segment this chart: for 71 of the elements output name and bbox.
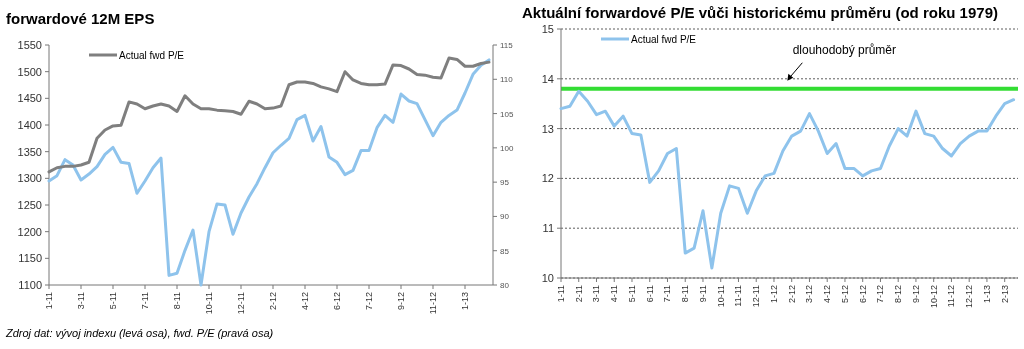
x-tick-label: 2-11 <box>573 285 584 303</box>
y-tick-label: 15 <box>541 23 554 35</box>
y2-tick-label: 100 <box>500 143 514 153</box>
x-tick-label: 9-11 <box>697 285 708 303</box>
text: Zdroj dat: vývoj indexu (levá osa), fwd. P/E (pravá osa) <box>5 327 274 339</box>
x-tick-label: 4-12 <box>300 292 310 311</box>
x-tick-label: 4-11 <box>609 285 620 303</box>
chart-title: forwardové 12M EPS <box>6 10 155 27</box>
legend-label: Actual fwd P/E <box>631 34 697 45</box>
x-tick-label: 5-11 <box>108 292 118 310</box>
y-tick-label: 1350 <box>17 145 42 158</box>
x-tick-label: 12-12 <box>964 285 975 309</box>
x-tick-label: 11-12 <box>428 292 438 315</box>
y-tick-label: 1400 <box>17 119 42 131</box>
x-tick-label: 11-11 <box>733 285 744 307</box>
x-tick-label: 2-12 <box>786 285 797 304</box>
x-tick-label: 7-11 <box>140 292 150 310</box>
x-tick-label: 6-12 <box>332 292 342 311</box>
x-tick-label: 12-11 <box>751 285 762 308</box>
x-tick-label: 6-12 <box>857 285 868 304</box>
y-tick-label: 1550 <box>17 39 42 51</box>
x-tick-label: 9-12 <box>396 292 406 311</box>
y2-tick-label: 110 <box>500 75 514 85</box>
x-tick-label: 8-11 <box>172 292 182 310</box>
x-tick-label: 10-11 <box>715 285 726 308</box>
x-tick-label: 3-11 <box>591 285 602 303</box>
y-tick-label: 1150 <box>18 252 42 265</box>
x-tick-label: 3-11 <box>76 292 86 310</box>
y-tick-label: 12 <box>541 172 554 185</box>
y-tick-label: 10 <box>541 272 554 284</box>
x-tick-label: 7-11 <box>662 285 673 303</box>
x-tick-label: 1-11 <box>556 285 566 303</box>
x-tick-label: 6-11 <box>644 285 655 303</box>
x-tick-label: 10-12 <box>928 285 939 309</box>
x-tick-label: 1-13 <box>981 285 992 304</box>
x-tick-label: 4-12 <box>822 285 833 304</box>
y-tick-label: 14 <box>541 72 554 85</box>
x-tick-label: 7-12 <box>875 285 886 304</box>
line-series <box>559 89 1016 270</box>
x-tick-label: 2-13 <box>999 285 1010 304</box>
x-tick-label: 8-11 <box>680 285 691 303</box>
y2-tick-label: 85 <box>500 246 510 256</box>
y2-tick-label: 95 <box>500 178 510 188</box>
x-tick-label: 12-11 <box>236 292 246 315</box>
y2-tick-label: 90 <box>500 212 510 222</box>
y-tick-label: 1200 <box>17 225 42 238</box>
y-tick-label: 13 <box>541 122 554 135</box>
x-tick-label: 1-11 <box>44 292 54 310</box>
x-tick-label: 3-12 <box>804 285 815 304</box>
y-tick-label: 1450 <box>17 92 42 105</box>
y2-tick-label: 105 <box>500 109 514 119</box>
x-tick-label: 1-13 <box>460 292 470 311</box>
x-tick-label: 8-12 <box>893 285 904 304</box>
y2-tick-label: 115 <box>500 41 514 50</box>
y-tick-label: 1250 <box>17 199 42 211</box>
y2-tick-label: 80 <box>500 281 510 290</box>
y-tick-label: 1100 <box>18 279 42 291</box>
x-tick-label: 1-12 <box>768 285 779 304</box>
x-tick-label: 7-12 <box>364 292 374 311</box>
x-tick-label: 5-12 <box>839 285 850 304</box>
y-tick-label: 1500 <box>17 65 42 78</box>
x-tick-label: 2-12 <box>268 292 278 311</box>
legend-label: Actual fwd P/E <box>119 50 185 61</box>
x-tick-label: 10-11 <box>204 292 214 315</box>
x-tick-label: 9-12 <box>910 285 921 304</box>
chart-title: Aktuální forwardové P/E vůči historickému průměru (od roku 1979) <box>522 4 998 21</box>
x-tick-label: 5-11 <box>626 285 637 303</box>
y-tick-label: 1300 <box>17 172 42 185</box>
y-tick-label: 11 <box>542 222 554 235</box>
ref-line-label: dlouhodobý průměr <box>792 42 897 57</box>
x-tick-label: 11-12 <box>946 285 957 308</box>
